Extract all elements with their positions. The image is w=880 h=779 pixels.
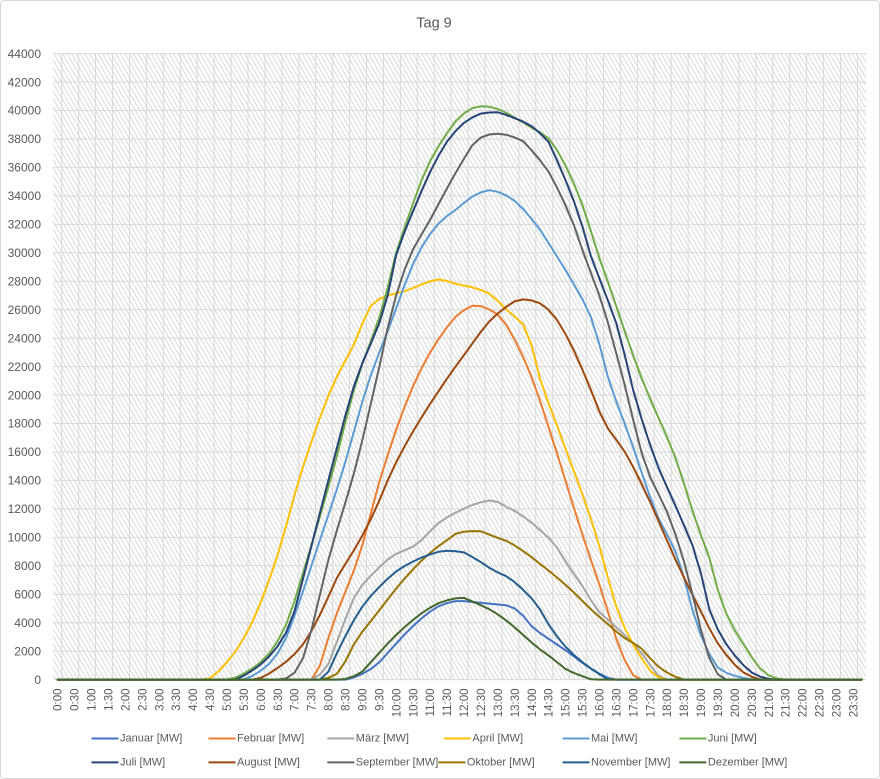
svg-text:16000: 16000 xyxy=(8,445,42,459)
svg-text:16:30: 16:30 xyxy=(611,689,623,718)
svg-text:8000: 8000 xyxy=(14,559,41,573)
svg-text:12:00: 12:00 xyxy=(459,689,471,718)
svg-text:38000: 38000 xyxy=(8,132,42,146)
svg-text:23:30: 23:30 xyxy=(848,689,860,718)
svg-text:4:00: 4:00 xyxy=(188,689,200,711)
svg-text:7:30: 7:30 xyxy=(307,689,319,711)
svg-text:18:00: 18:00 xyxy=(662,689,674,718)
svg-text:11:00: 11:00 xyxy=(425,689,437,717)
svg-text:20000: 20000 xyxy=(8,388,42,402)
svg-text:20:00: 20:00 xyxy=(730,689,742,718)
svg-text:22000: 22000 xyxy=(8,360,42,374)
svg-text:42000: 42000 xyxy=(8,75,42,89)
svg-text:14:00: 14:00 xyxy=(527,689,539,718)
svg-text:14:30: 14:30 xyxy=(544,689,556,718)
svg-text:1:00: 1:00 xyxy=(87,689,99,711)
svg-text:22:30: 22:30 xyxy=(815,689,827,718)
svg-text:18000: 18000 xyxy=(8,417,42,431)
svg-text:2:30: 2:30 xyxy=(137,689,149,711)
svg-text:16:00: 16:00 xyxy=(595,689,607,718)
svg-text:21:30: 21:30 xyxy=(781,689,793,718)
svg-text:23:00: 23:00 xyxy=(832,689,844,718)
svg-text:6000: 6000 xyxy=(14,587,41,601)
svg-text:8:00: 8:00 xyxy=(324,689,336,711)
svg-text:6:00: 6:00 xyxy=(256,689,268,711)
svg-text:0: 0 xyxy=(34,673,41,687)
svg-text:22:00: 22:00 xyxy=(798,689,810,718)
svg-text:44000: 44000 xyxy=(8,47,42,61)
svg-text:17:30: 17:30 xyxy=(645,689,657,718)
svg-text:19:30: 19:30 xyxy=(713,689,725,718)
svg-text:30000: 30000 xyxy=(8,246,42,260)
svg-text:15:00: 15:00 xyxy=(561,689,573,718)
svg-text:17:00: 17:00 xyxy=(628,689,640,718)
svg-text:20:30: 20:30 xyxy=(747,689,759,718)
svg-text:April [MW]: April [MW] xyxy=(472,732,523,744)
svg-text:9:00: 9:00 xyxy=(358,689,370,711)
svg-text:6:30: 6:30 xyxy=(273,689,285,711)
svg-text:19:00: 19:00 xyxy=(696,689,708,718)
svg-text:14000: 14000 xyxy=(8,474,42,488)
svg-text:November [MW]: November [MW] xyxy=(591,756,670,768)
svg-text:5:00: 5:00 xyxy=(222,689,234,711)
svg-text:Februar [MW]: Februar [MW] xyxy=(237,732,304,744)
svg-text:10000: 10000 xyxy=(8,531,42,545)
svg-text:18:30: 18:30 xyxy=(679,689,691,718)
svg-text:5:30: 5:30 xyxy=(239,689,251,711)
svg-text:8:30: 8:30 xyxy=(341,689,353,711)
svg-text:Dezember [MW]: Dezember [MW] xyxy=(708,756,787,768)
svg-text:2:00: 2:00 xyxy=(120,689,132,711)
svg-text:9:30: 9:30 xyxy=(374,689,386,711)
svg-text:Januar [MW]: Januar [MW] xyxy=(120,732,182,744)
svg-text:26000: 26000 xyxy=(8,303,42,317)
svg-text:September [MW]: September [MW] xyxy=(356,756,439,768)
svg-text:32000: 32000 xyxy=(8,218,42,232)
svg-text:3:00: 3:00 xyxy=(154,689,166,711)
svg-text:12000: 12000 xyxy=(8,502,42,516)
svg-text:Juli [MW]: Juli [MW] xyxy=(120,756,165,768)
svg-text:10:00: 10:00 xyxy=(391,689,403,718)
svg-text:7:00: 7:00 xyxy=(290,689,302,711)
svg-text:Mai [MW]: Mai [MW] xyxy=(591,732,637,744)
svg-text:März [MW]: März [MW] xyxy=(356,732,409,744)
svg-text:Oktober [MW]: Oktober [MW] xyxy=(467,756,535,768)
svg-text:August [MW]: August [MW] xyxy=(237,756,300,768)
svg-text:28000: 28000 xyxy=(8,274,42,288)
svg-text:3:30: 3:30 xyxy=(171,689,183,711)
svg-text:15:30: 15:30 xyxy=(578,689,590,718)
svg-text:13:00: 13:00 xyxy=(493,689,505,718)
svg-text:34000: 34000 xyxy=(8,189,42,203)
svg-text:12:30: 12:30 xyxy=(476,689,488,718)
svg-text:11:30: 11:30 xyxy=(442,689,454,717)
svg-text:Juni [MW]: Juni [MW] xyxy=(708,732,757,744)
svg-text:21:00: 21:00 xyxy=(764,689,776,718)
svg-text:0:00: 0:00 xyxy=(53,689,65,711)
svg-text:1:30: 1:30 xyxy=(104,689,116,711)
svg-text:Tag 9: Tag 9 xyxy=(416,16,451,32)
svg-text:4000: 4000 xyxy=(14,616,41,630)
svg-text:13:30: 13:30 xyxy=(510,689,522,718)
svg-text:0:30: 0:30 xyxy=(70,689,82,711)
svg-text:24000: 24000 xyxy=(8,331,42,345)
svg-text:36000: 36000 xyxy=(8,161,42,175)
svg-text:40000: 40000 xyxy=(8,104,42,118)
svg-text:4:30: 4:30 xyxy=(205,689,217,711)
svg-text:10:30: 10:30 xyxy=(408,689,420,718)
svg-text:2000: 2000 xyxy=(14,644,41,658)
